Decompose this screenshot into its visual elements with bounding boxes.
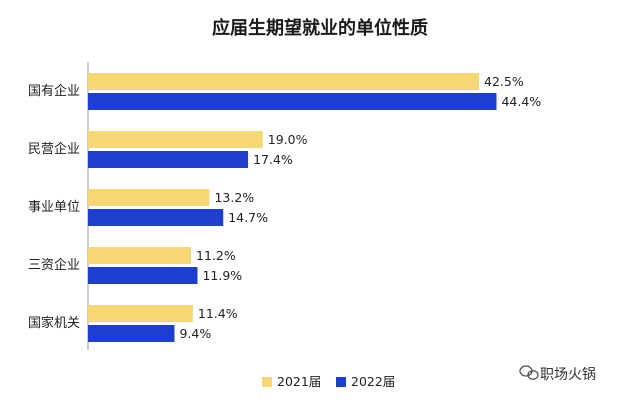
category-label: 三资企业 <box>28 257 80 273</box>
legend-label-2022: 2022届 <box>351 374 395 389</box>
category-label: 国有企业 <box>28 83 80 99</box>
value-label: 9.4% <box>179 326 211 341</box>
bar-2021 <box>88 73 479 90</box>
watermark-text: 职场火锅 <box>540 367 596 383</box>
value-label: 19.0% <box>268 132 308 147</box>
legend-swatch-2021 <box>262 377 272 387</box>
wechat-icon <box>519 365 539 380</box>
value-label: 11.4% <box>198 306 238 321</box>
bar-2021 <box>88 305 193 322</box>
legend: 2021届 2022届 <box>262 374 395 389</box>
value-label: 11.2% <box>196 248 236 263</box>
bar-2022 <box>88 209 224 226</box>
bar-2021 <box>88 189 210 206</box>
legend-label-2021: 2021届 <box>277 374 321 389</box>
chart-title: 应届生期望就业的单位性质 <box>212 17 428 39</box>
value-label: 13.2% <box>214 190 254 205</box>
bar-2022 <box>88 151 249 168</box>
bar-2022 <box>88 93 497 110</box>
bars <box>88 73 497 342</box>
value-label: 17.4% <box>253 152 293 167</box>
watermark: 职场火锅 <box>519 365 596 383</box>
value-label: 44.4% <box>501 94 541 109</box>
legend-swatch-2022 <box>336 377 346 387</box>
category-label: 国家机关 <box>28 315 80 331</box>
category-label: 事业单位 <box>28 200 80 215</box>
value-label: 14.7% <box>228 210 268 225</box>
value-labels: 42.5% 44.4% 19.0% 17.4% 13.2% 14.7% 11.2% 11.9%… <box>179 74 541 341</box>
bar-2021 <box>88 247 192 264</box>
value-label: 42.5% <box>484 74 524 89</box>
category-label: 民营企业 <box>28 141 80 157</box>
bar-2021 <box>88 131 263 148</box>
bar-2022 <box>88 267 198 284</box>
bar-2022 <box>88 325 175 342</box>
value-label: 11.9% <box>202 268 242 283</box>
